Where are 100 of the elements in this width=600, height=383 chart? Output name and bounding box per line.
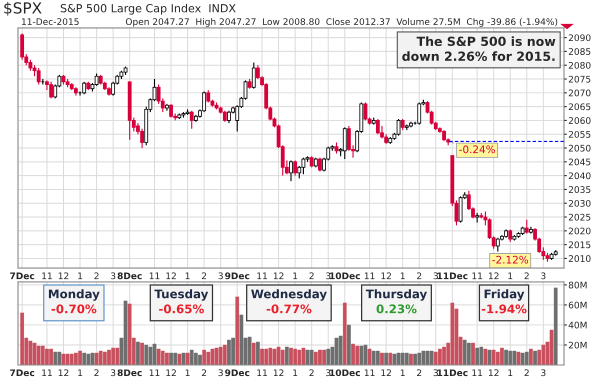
annotation: -0.24%	[459, 145, 495, 154]
x-tick-label: 1	[293, 272, 298, 280]
x-tick-label: 3	[434, 369, 438, 376]
x-tick-label: 12	[58, 369, 68, 376]
bar	[40, 346, 45, 365]
candlestick	[342, 126, 347, 160]
bar	[396, 352, 400, 365]
bar	[500, 348, 504, 365]
y-tick-label: 2075	[568, 76, 590, 83]
x-tick-label: 11	[257, 272, 267, 280]
x-tick-label: 3	[326, 369, 330, 376]
bar	[94, 352, 98, 365]
candlestick	[190, 110, 194, 130]
candlestick	[314, 157, 318, 168]
x-tick-label: 12	[488, 369, 499, 376]
x-tick-label: 3	[110, 369, 116, 376]
x-tick-label: 2	[202, 272, 206, 280]
bar	[322, 350, 326, 365]
bar	[240, 314, 244, 365]
bar	[380, 352, 384, 365]
bar	[413, 354, 417, 365]
candlestick	[169, 103, 173, 118]
bar	[442, 346, 446, 365]
x-tick-label: 3	[218, 369, 223, 376]
x-tick-label: 9Dec	[225, 272, 250, 280]
candlestick	[475, 212, 480, 224]
candlestick	[524, 219, 529, 234]
x-tick-label: 3	[541, 369, 546, 376]
candlestick	[508, 228, 512, 242]
bar	[372, 350, 376, 365]
bar	[260, 348, 264, 365]
x-tick-label: 11	[364, 369, 374, 376]
x-tick-label: 2	[94, 369, 99, 376]
x-tick-label: 12	[166, 369, 176, 376]
bar	[524, 352, 529, 365]
annotation: -1.94%	[482, 304, 527, 314]
candlestick	[36, 67, 41, 86]
bar	[492, 350, 496, 365]
y-tick-label: 2045	[568, 158, 590, 166]
bar	[206, 352, 210, 365]
candlestick	[227, 110, 231, 124]
y-tick-label: 2025	[568, 214, 590, 221]
bar	[462, 340, 467, 365]
bar	[554, 288, 558, 365]
x-tick-label: 1	[400, 369, 405, 376]
candlestick	[364, 102, 368, 121]
bar	[368, 348, 372, 365]
annotation: -0.65%	[159, 304, 204, 314]
bar	[264, 348, 268, 365]
bar	[285, 346, 289, 365]
annotation: -0.70%	[52, 304, 96, 314]
bar	[86, 354, 90, 365]
bar	[256, 342, 260, 365]
annotation: Monday	[48, 289, 100, 301]
bar	[326, 348, 330, 365]
x-tick-label: 1	[400, 272, 405, 280]
x-tick-label: 12	[381, 369, 391, 376]
y-tick-label: 2035	[568, 186, 590, 193]
annotation: The S&P 500 is now down 2.26% for 2015.	[402, 36, 556, 61]
x-tick-label: 11	[472, 272, 482, 280]
bar	[484, 348, 488, 365]
bar	[190, 350, 194, 365]
x-tick-label: 3	[110, 272, 116, 280]
bar	[62, 354, 66, 365]
bar	[177, 354, 182, 365]
bar	[306, 350, 310, 365]
x-tick-label: 12	[274, 369, 284, 376]
y-tick-label: 2070	[568, 90, 591, 96]
x-tick-label: 12	[166, 272, 176, 280]
text: Open 2047.27 High 2047.27 Low 2008.80 Close 2012.37 Volume 27.5M Chg -39.86 (-1.94%)	[126, 18, 558, 27]
x-tick-label: 12	[58, 272, 68, 280]
bar	[165, 352, 169, 365]
x-tick-label: 8Dec	[118, 272, 142, 280]
x-tick-label: 1	[78, 272, 82, 280]
bar	[222, 344, 227, 365]
chart-title: $SPX	[4, 2, 42, 16]
bar	[334, 338, 338, 365]
x-tick-label: 1	[186, 272, 190, 280]
bar	[504, 350, 508, 365]
x-tick-label: 10Dec	[330, 369, 360, 376]
bar	[115, 348, 120, 365]
bar	[310, 350, 314, 365]
x-tick-label: 2	[202, 369, 206, 376]
x-tick-label: 3	[218, 272, 223, 280]
bar	[400, 352, 405, 365]
y-tick-label: 2080	[568, 62, 591, 69]
bar	[388, 352, 392, 365]
candlestick	[252, 62, 256, 90]
bar	[508, 350, 512, 365]
bar	[434, 352, 438, 365]
bar	[426, 350, 430, 365]
bar	[74, 352, 78, 365]
bar	[82, 352, 86, 365]
y-tick-label: 20M	[568, 342, 587, 349]
candlestick	[49, 81, 53, 99]
bar	[438, 348, 442, 365]
bar	[53, 352, 58, 365]
bar	[276, 346, 280, 365]
bar	[107, 350, 111, 365]
bar	[488, 350, 492, 365]
